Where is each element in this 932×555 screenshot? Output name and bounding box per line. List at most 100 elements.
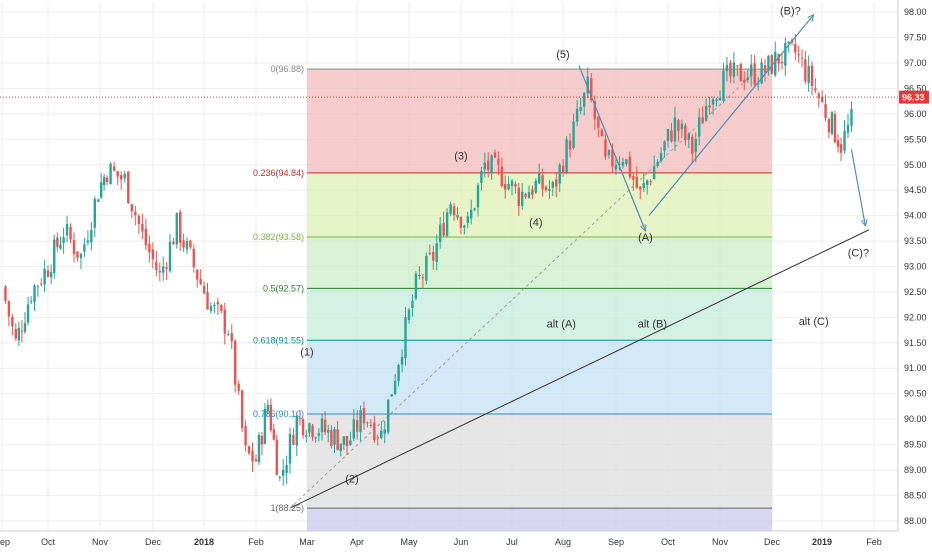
candle-body	[29, 301, 33, 303]
candle-body	[435, 243, 438, 262]
candle-body	[736, 65, 739, 67]
candle-body	[770, 55, 774, 74]
candle-body	[774, 52, 777, 76]
y-tick-label: 90.00	[904, 414, 927, 424]
candle-body	[843, 131, 846, 151]
candle-body	[349, 440, 352, 445]
y-tick-label: 93.00	[904, 262, 927, 272]
candle-body	[336, 429, 339, 450]
candle-body	[804, 59, 807, 82]
candle-body	[597, 116, 600, 128]
candle-body	[850, 108, 853, 127]
candle-body	[517, 187, 520, 206]
candle-body	[192, 248, 195, 267]
y-tick-label: 96.00	[904, 109, 927, 119]
candle-body	[694, 138, 697, 152]
candle-body	[172, 241, 175, 245]
x-tick-label: Mar	[299, 537, 315, 547]
candle-body	[411, 300, 414, 309]
candle-body	[79, 253, 83, 259]
candle-body	[330, 429, 333, 446]
candle-body	[480, 171, 483, 184]
fib-zone	[307, 236, 772, 289]
candle-body	[20, 330, 24, 332]
y-tick-label: 98.00	[904, 7, 927, 17]
candle-body	[551, 181, 554, 188]
candle-body	[639, 186, 642, 190]
fib-level-label: 0.236(94.84)	[253, 168, 304, 178]
candle-body	[288, 433, 292, 464]
candle-body	[127, 171, 130, 204]
candle-body	[11, 316, 14, 327]
candle-body	[4, 286, 7, 302]
candle-body	[794, 43, 797, 53]
candle-body	[618, 163, 621, 165]
wave-label: alt (B)	[638, 319, 667, 331]
candle-body	[227, 333, 230, 335]
candle-body	[14, 328, 17, 339]
x-tick-label: 2019	[812, 537, 832, 547]
candle-body	[362, 408, 366, 424]
candle-body	[625, 159, 628, 165]
candle-body	[295, 415, 298, 446]
candle-body	[507, 183, 510, 190]
x-tick-label: Oct	[661, 537, 676, 547]
candle-body	[632, 175, 635, 180]
y-tick-label: 94.50	[904, 185, 927, 195]
x-axis-panel	[0, 531, 932, 550]
candle-body	[750, 64, 753, 76]
candle-body	[266, 404, 270, 412]
candle-body	[558, 164, 561, 184]
candle-body	[820, 96, 824, 103]
y-tick-label: 94.00	[904, 211, 927, 221]
wave-label: (C)?	[848, 247, 869, 259]
candle-body	[134, 211, 137, 216]
candle-body	[780, 61, 784, 64]
candle-body	[483, 162, 486, 170]
candle-body	[575, 109, 579, 122]
candle-body	[59, 244, 62, 249]
candle-body	[497, 158, 500, 165]
candle-body	[708, 105, 711, 108]
candle-body	[439, 224, 442, 242]
candle-body	[652, 166, 656, 180]
candle-body	[83, 244, 86, 252]
candle-body	[646, 180, 649, 185]
candle-body	[196, 269, 199, 280]
candle-body	[234, 340, 237, 385]
candle-body	[189, 240, 192, 248]
candle-body	[527, 192, 531, 199]
projection-arrow	[578, 65, 646, 231]
x-tick-label: Oct	[41, 537, 56, 547]
y-tick-label: 89.50	[904, 440, 927, 450]
candle-body	[393, 380, 397, 394]
fib-level-label: 0.786(90.10)	[253, 409, 304, 419]
x-tick-label: May	[400, 537, 418, 547]
candle-body	[701, 117, 704, 124]
candle-body	[97, 199, 100, 202]
candle-body	[308, 423, 311, 433]
x-tick-label: Nov	[712, 537, 729, 547]
candle-body	[561, 165, 565, 173]
candle-body	[355, 419, 359, 432]
candle-body	[673, 117, 677, 142]
candle-body	[175, 212, 178, 245]
candle-body	[359, 409, 362, 433]
candle-body	[352, 419, 355, 439]
candle-body	[659, 153, 663, 162]
candle-body	[112, 166, 116, 171]
candle-body	[814, 88, 817, 91]
fib-level-label: 0.382(93.58)	[253, 232, 304, 242]
candle-body	[687, 133, 690, 140]
fib-level-label: 0.5(92.57)	[263, 283, 304, 293]
candle-body	[260, 435, 264, 445]
candle-body	[807, 65, 810, 84]
candle-body	[179, 211, 182, 243]
x-tick-label: Sep	[0, 537, 10, 547]
candle-body	[223, 309, 226, 334]
candle-body	[760, 62, 763, 84]
candle-body	[739, 63, 742, 82]
candle-body	[593, 100, 596, 120]
x-tick-label: Aug	[555, 537, 571, 547]
wave-label: (1)	[300, 347, 313, 359]
